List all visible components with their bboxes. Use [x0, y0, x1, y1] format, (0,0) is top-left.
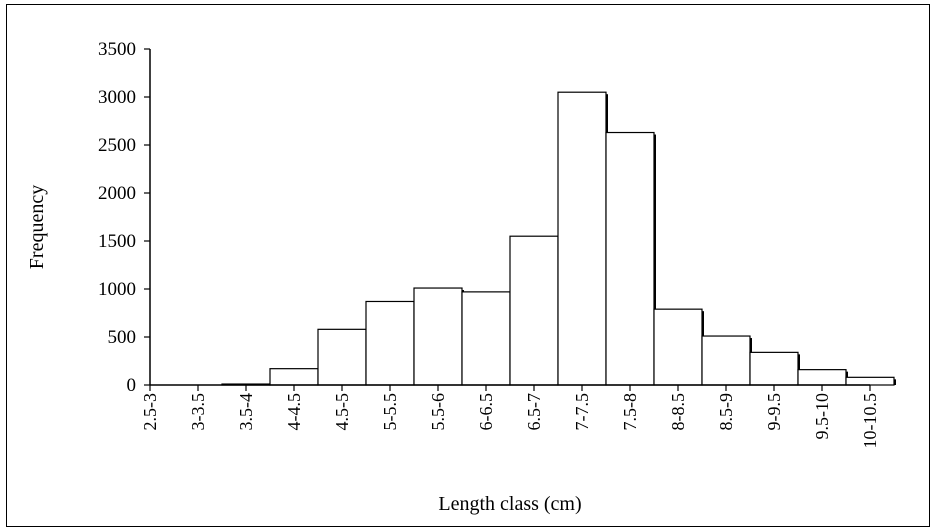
x-tick-label: 6.5-7	[524, 393, 544, 431]
x-tick-label: 3-3.5	[188, 393, 208, 431]
y-tick-label: 3500	[98, 39, 136, 60]
x-tick-label: 3.5-4	[236, 393, 256, 431]
x-tick-label: 9.5-10	[812, 393, 832, 440]
bar-6-6.5	[509, 235, 559, 386]
y-axis-label: Frequency	[26, 185, 48, 269]
x-tick-label: 9-9.5	[764, 393, 784, 431]
y-tick-label: 0	[127, 375, 137, 396]
x-tick-label: 7-7.5	[572, 393, 592, 431]
y-ticks-group: 0 500 1000 1500 2000 2500 3000 3500	[98, 39, 150, 396]
axes-group	[149, 49, 870, 386]
x-tick-label: 8-8.5	[668, 393, 688, 431]
y-tick-label: 2500	[98, 135, 136, 156]
x-tick-label: 4.5-5	[332, 393, 352, 431]
bar-7.5-8	[653, 308, 703, 386]
bar-5-5.5	[413, 287, 463, 386]
y-tick-label: 1500	[98, 231, 136, 252]
x-tick-label: 2.5-3	[140, 393, 160, 431]
x-tick-label: 4-4.5	[284, 393, 304, 431]
bar-4.5-5	[365, 300, 415, 386]
bar-8-8.5	[701, 335, 751, 386]
y-tick-label: 2000	[98, 183, 136, 204]
x-tick-label: 10-10.5	[860, 393, 880, 449]
bar-7-7.5	[605, 131, 655, 386]
x-axis-label: Length class (cm)	[438, 493, 581, 515]
bar-8.5-9	[749, 351, 799, 386]
y-tick-label: 3000	[98, 87, 136, 108]
x-tick-label: 6-6.5	[476, 393, 496, 431]
bar-4-4.5	[317, 328, 367, 386]
bar-3.5-4	[269, 368, 319, 386]
x-tick-label: 5-5.5	[380, 393, 400, 431]
y-tick-label: 500	[108, 327, 137, 348]
chart-frame	[6, 4, 930, 527]
x-tick-label: 7.5-8	[620, 393, 640, 431]
bar-5.5-6	[461, 291, 511, 386]
y-tick-label: 1000	[98, 279, 136, 300]
bars-group	[221, 91, 896, 386]
x-tick-label: 8.5-9	[716, 393, 736, 431]
bar-6.5-7	[557, 91, 607, 386]
x-ticks-group: 2.5-3 3-3.5 3.5-4 4-4.5 4.5-5 5-5.5 5.5-6 6-6.5…	[140, 385, 880, 449]
bar-9-9.5	[797, 369, 847, 386]
x-tick-label: 5.5-6	[428, 393, 448, 431]
bar-9.5-10	[845, 376, 895, 386]
